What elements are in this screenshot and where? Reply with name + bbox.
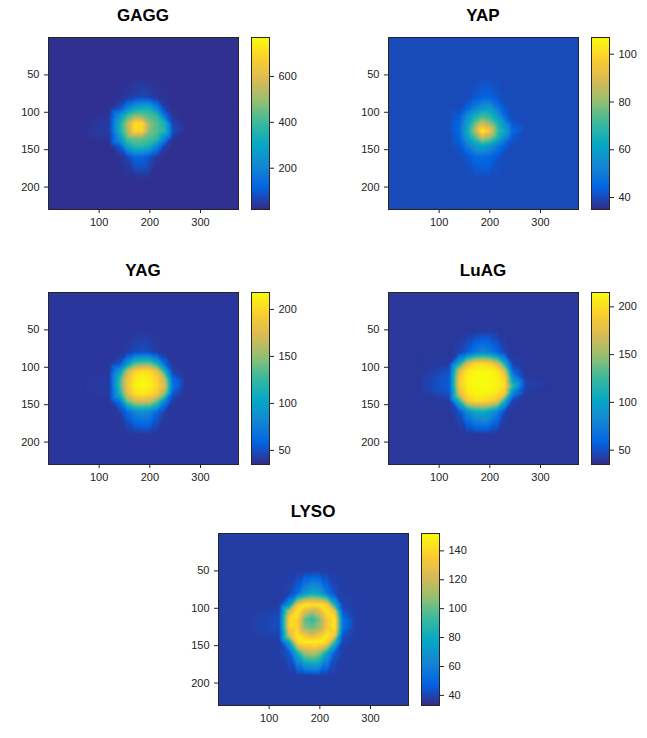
svg-text:100: 100: [191, 602, 209, 614]
svg-text:80: 80: [449, 631, 461, 643]
svg-text:100: 100: [90, 216, 108, 228]
svg-text:200: 200: [481, 471, 499, 483]
svg-text:40: 40: [449, 689, 461, 701]
html-text:YAP: YAP: [466, 6, 500, 25]
svg-text:50: 50: [279, 444, 291, 456]
svg-text:200: 200: [279, 303, 297, 315]
svg-text:50: 50: [27, 68, 39, 80]
svg-text:50: 50: [197, 564, 209, 576]
svg-text:50: 50: [367, 323, 379, 335]
svg-text:100: 100: [449, 602, 467, 614]
svg-text:150: 150: [21, 398, 39, 410]
svg-text:300: 300: [531, 216, 549, 228]
svg-text:50: 50: [27, 323, 39, 335]
html-text:YAG: YAG: [125, 261, 161, 280]
svg-text:150: 150: [21, 143, 39, 155]
svg-text:80: 80: [619, 96, 631, 108]
svg-text:50: 50: [619, 444, 631, 456]
svg-text:100: 100: [430, 471, 448, 483]
svg-text:200: 200: [141, 471, 159, 483]
svg-text:100: 100: [260, 712, 278, 724]
svg-text:300: 300: [191, 471, 209, 483]
svg-text:600: 600: [279, 70, 297, 82]
svg-text:150: 150: [279, 350, 297, 362]
svg-text:300: 300: [191, 216, 209, 228]
svg-text:50: 50: [367, 68, 379, 80]
html-text:LuAG: LuAG: [459, 261, 507, 280]
svg-text:100: 100: [21, 361, 39, 373]
svg-text:150: 150: [361, 143, 379, 155]
svg-text:120: 120: [449, 573, 467, 585]
svg-text:100: 100: [430, 216, 448, 228]
svg-text:200: 200: [141, 216, 159, 228]
svg-text:200: 200: [361, 181, 379, 193]
svg-text:60: 60: [619, 143, 631, 155]
svg-text:200: 200: [21, 181, 39, 193]
svg-text:100: 100: [361, 361, 379, 373]
svg-text:200: 200: [481, 216, 499, 228]
svg-text:200: 200: [191, 677, 209, 689]
svg-text:200: 200: [619, 300, 637, 312]
svg-text:400: 400: [279, 116, 297, 128]
svg-text:150: 150: [191, 639, 209, 651]
svg-text:200: 200: [21, 436, 39, 448]
svg-text:300: 300: [361, 712, 379, 724]
svg-text:200: 200: [279, 162, 297, 174]
svg-text:100: 100: [361, 106, 379, 118]
svg-text:300: 300: [531, 471, 549, 483]
svg-text:100: 100: [619, 396, 637, 408]
svg-text:100: 100: [21, 106, 39, 118]
svg-text:40: 40: [619, 191, 631, 203]
html-text:LYSO: LYSO: [290, 502, 336, 521]
svg-text:100: 100: [90, 471, 108, 483]
svg-text:140: 140: [449, 544, 467, 556]
svg-text:150: 150: [619, 348, 637, 360]
svg-text:200: 200: [311, 712, 329, 724]
svg-text:150: 150: [361, 398, 379, 410]
svg-text:60: 60: [449, 660, 461, 672]
svg-text:200: 200: [361, 436, 379, 448]
html-text:GAGG: GAGG: [117, 6, 169, 25]
svg-text:100: 100: [619, 48, 637, 60]
svg-text:100: 100: [279, 397, 297, 409]
